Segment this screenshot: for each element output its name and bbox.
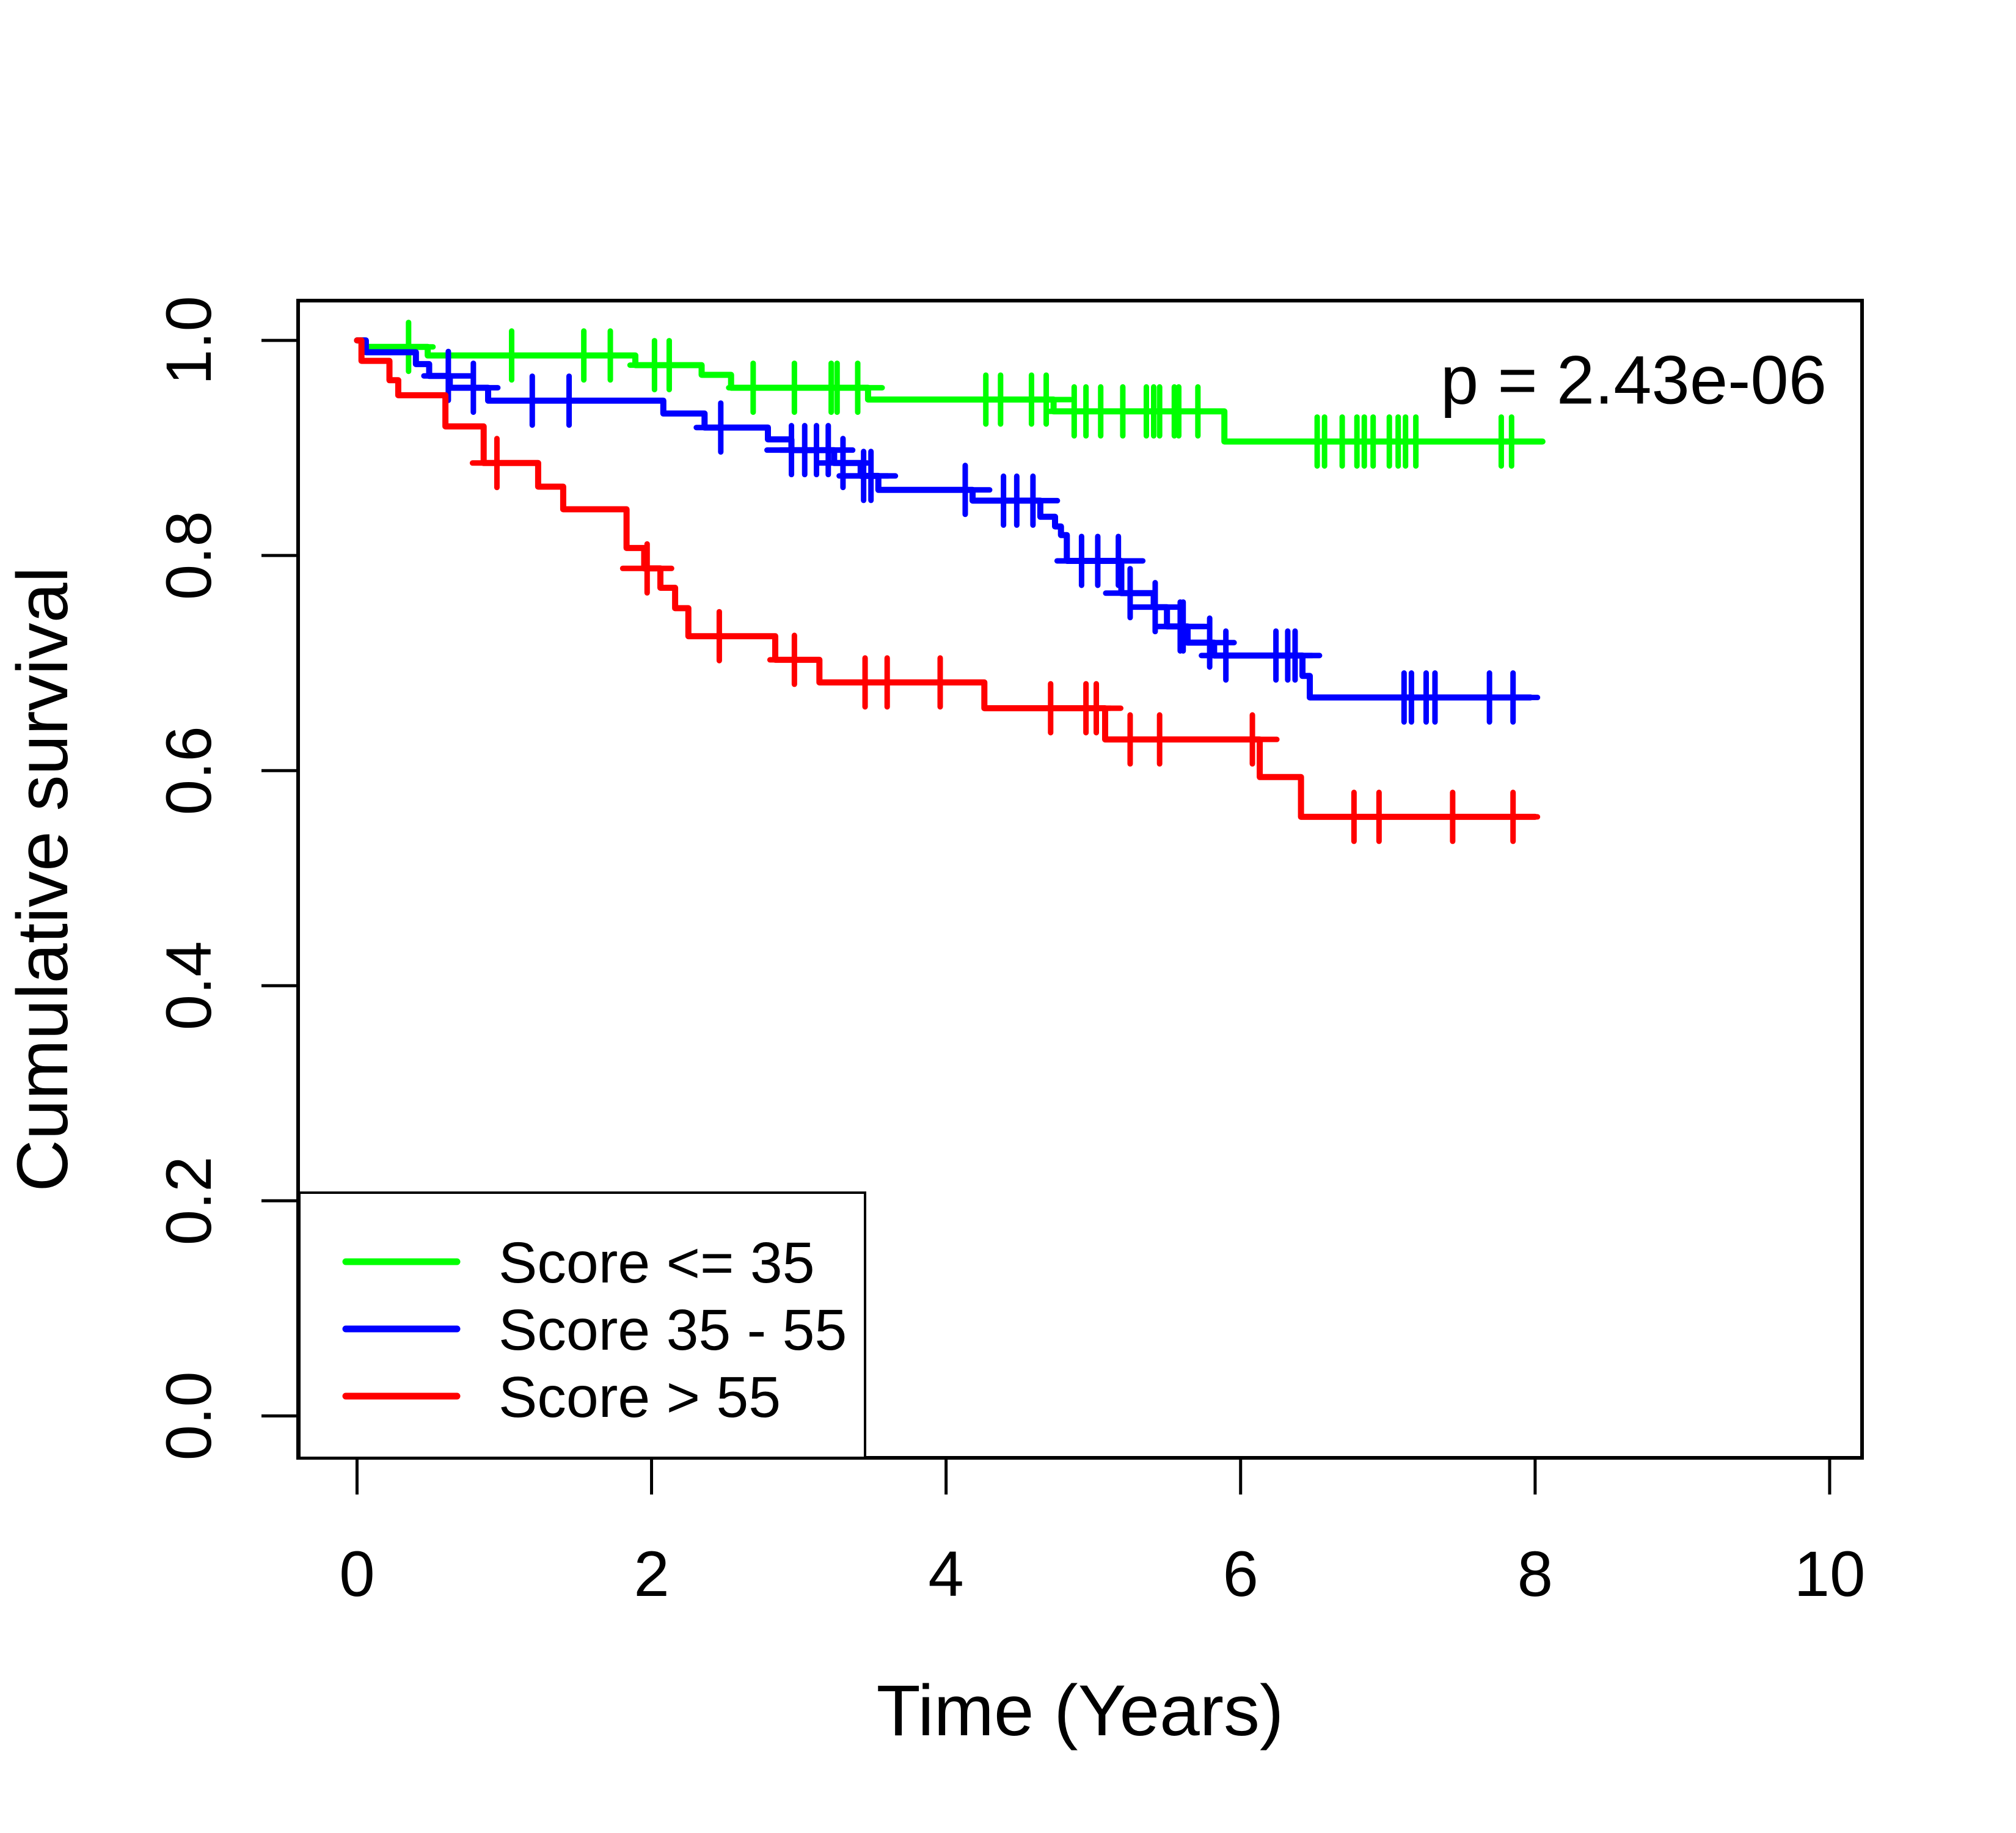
censor-mark-score-55 [860,655,915,710]
y-axis-tick-label: 0.2 [153,1156,225,1245]
censor-mark-score-35-55 [1006,473,1061,528]
censor-mark-score-35-55 [1486,670,1541,725]
censor-mark-score-35-55 [1128,580,1183,635]
censor-mark-score-35-55 [1091,533,1146,588]
censor-mark-score-55 [1225,712,1280,767]
censor-mark-score-35 [381,320,436,375]
censor-mark-score-35-55 [1103,566,1158,621]
censor-mark-score-55 [1351,789,1406,844]
legend-entry-label: Score > 55 [499,1365,781,1430]
y-axis-tick-label: 0.4 [153,941,225,1030]
censor-mark-score-35-55 [844,448,899,503]
y-axis-tick-label: 1.0 [153,296,225,385]
censor-mark-score-35 [830,360,885,415]
censor-mark-score-35-55 [1199,628,1254,683]
legend-box [298,1191,866,1459]
censor-mark-score-35-55 [816,436,871,491]
legend-entry-label: Score 35 - 55 [499,1298,847,1363]
y-axis-tick-label: 0.0 [153,1371,225,1460]
x-axis-title: Time (Years) [876,1670,1284,1751]
y-axis-title: Cumulative survival [2,566,83,1192]
x-axis-tick-label: 4 [928,1538,963,1610]
censor-mark-score-55 [1069,681,1124,736]
censor-mark-score-55 [1425,789,1480,844]
p-value-annotation: p = 2.43e-06 [1440,342,1827,419]
censor-mark-score-35 [1484,414,1539,469]
x-axis-tick-label: 10 [1794,1538,1866,1610]
censor-mark-score-35 [641,338,696,393]
y-axis-tick-label: 0.8 [153,511,225,600]
censor-mark-score-35-55 [693,400,748,455]
x-axis-tick-label: 0 [339,1538,374,1610]
legend-entry-label: Score <= 35 [499,1231,815,1295]
censor-mark-score-55 [692,609,747,664]
x-axis-tick-label: 2 [634,1538,669,1610]
x-axis-tick-label: 6 [1223,1538,1258,1610]
censor-mark-score-35-55 [542,373,597,428]
y-axis-tick-label: 0.6 [153,726,225,815]
censor-mark-score-55 [913,655,968,710]
plot-box [296,299,1864,1460]
censor-mark-score-35 [1171,384,1225,439]
censor-mark-score-35 [1389,414,1444,469]
censor-mark-score-35 [583,328,638,383]
censor-mark-score-35-55 [1408,670,1463,725]
censor-mark-score-35 [484,328,539,383]
censor-mark-score-55 [619,541,674,596]
censor-mark-score-35-55 [421,348,476,403]
censor-mark-score-35 [1019,372,1074,427]
x-axis-tick-label: 8 [1517,1538,1553,1610]
censor-mark-score-35-55 [1268,628,1323,683]
censor-mark-score-55 [469,436,524,491]
censor-mark-score-55 [1486,789,1541,844]
censor-mark-score-55 [1132,712,1187,767]
censor-mark-score-55 [767,632,822,687]
censor-mark-score-35-55 [938,463,993,518]
censor-mark-score-35-55 [446,360,501,415]
